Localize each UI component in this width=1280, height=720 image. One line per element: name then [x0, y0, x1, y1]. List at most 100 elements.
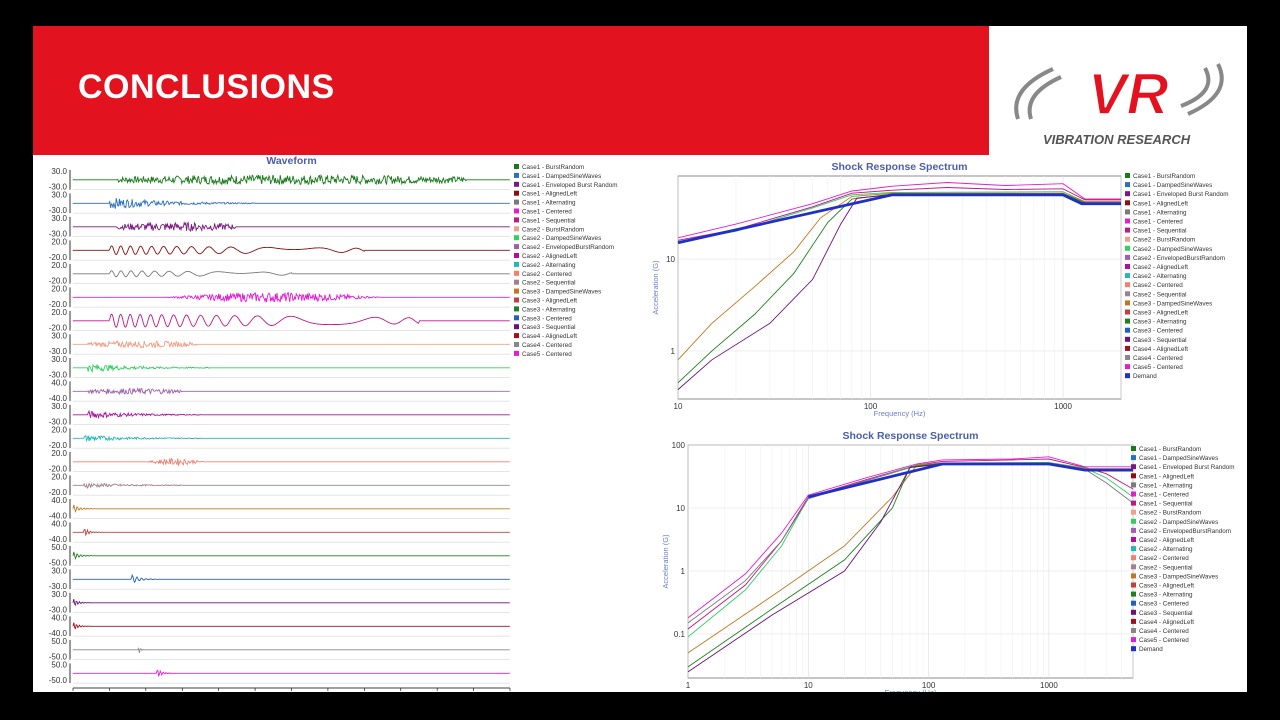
waveform-legend-label: Case1 - Enveloped Burst Random [522, 182, 618, 189]
waveform-legend-swatch [514, 342, 519, 347]
waveform-row-ymax: 20.0 [51, 449, 67, 458]
srs-legend-label: Demand [1133, 373, 1157, 380]
srs-legend-label: Case1 - Enveloped Burst Random [1133, 191, 1229, 198]
waveform-row-ymax: 30.0 [51, 566, 67, 575]
srs-legend-label: Case1 - DampedSineWaves [1133, 182, 1212, 189]
srs-demand-line [677, 193, 1121, 245]
waveform-row-ymin: -30.0 [49, 230, 68, 239]
srs-legend-swatch [1131, 646, 1136, 652]
waveform-legend-swatch [514, 350, 519, 356]
waveform-legend-label: Case5 - Centered [522, 351, 572, 358]
waveform-legend-swatch [514, 164, 519, 169]
waveform-series-line [72, 409, 510, 420]
srs-legend-label: Case1 - DampedSineWaves [1139, 455, 1218, 462]
waveform-legend-swatch [514, 235, 519, 241]
waveform-series-line [72, 457, 510, 467]
srs-legend-swatch [1125, 254, 1130, 260]
srs-legend-label: Case1 - BurstRandom [1133, 173, 1195, 180]
srs-series-line [687, 463, 1133, 673]
waveform-row-ymin: -30.0 [49, 183, 68, 192]
srs-legend-label: Case1 - AlignedLeft [1133, 200, 1188, 207]
srs-y-label: Acceleration (G) [661, 534, 670, 589]
waveform-series-line [72, 551, 510, 560]
srs-legend-label: Case4 - Centered [1133, 355, 1183, 362]
waveform-row-ymin: -30.0 [49, 582, 68, 591]
srs-legend-label: Case2 - Alternating [1133, 273, 1187, 280]
srs-legend-label: Case2 - EnvelopedBurstRandom [1133, 255, 1225, 262]
srs-legend-label: Case1 - Centered [1133, 219, 1183, 226]
waveform-row-ymax: 30.0 [51, 190, 67, 199]
srs-legend-swatch [1125, 291, 1130, 297]
logo-mark: VR [1088, 62, 1169, 127]
waveform-series-line [72, 339, 510, 349]
waveform-series-line [72, 599, 510, 607]
srs-series-line [687, 462, 1133, 654]
srs-legend-swatch [1125, 373, 1130, 379]
srs-legend-swatch [1131, 637, 1136, 643]
srs-x-tick-label: 10 [674, 402, 683, 411]
srs-legend-swatch [1125, 282, 1130, 288]
waveform-row-ymin: -20.0 [49, 300, 68, 309]
waveform-legend-label: Case3 - Sequential [522, 324, 576, 331]
srs-legend-swatch [1131, 518, 1136, 524]
srs-legend-swatch [1125, 245, 1130, 251]
srs-legend-label: Case2 - Alternating [1139, 546, 1193, 553]
waveform-legend-swatch [514, 208, 519, 214]
waveform-row-ymin: -50.0 [49, 653, 68, 662]
srs-title: Shock Response Spectrum [843, 430, 979, 442]
waveform-series-line [72, 221, 510, 233]
srs-legend-swatch [1131, 455, 1136, 461]
srs-legend-swatch [1125, 218, 1130, 224]
srs-legend-label: Demand [1139, 646, 1163, 653]
waveform-series-line [72, 198, 510, 209]
waveform-row-ymin: -40.0 [49, 535, 68, 544]
srs-legend-swatch [1131, 500, 1136, 506]
srs-legend-swatch [1131, 527, 1136, 533]
srs-y-label: Acceleration (G) [651, 260, 660, 315]
waveform-legend-swatch [514, 199, 519, 205]
slide-title: CONCLUSIONS [78, 68, 335, 106]
srs-legend-swatch [1131, 482, 1136, 488]
logo-wave-1 [1014, 67, 1054, 120]
waveform-row-ymax: 40.0 [51, 519, 67, 528]
srs-chart-bottom: Shock Response Spectrum 1 10 100 1000 100 10 1 0… [661, 430, 1235, 692]
srs-legend-swatch [1125, 236, 1130, 242]
waveform-row-ymin: -30.0 [49, 206, 68, 215]
waveform-legend-label: Case2 - AlignedLeft [522, 253, 577, 260]
srs-x-label: Frequency (Hz) [885, 688, 937, 692]
waveform-series-line [72, 647, 510, 653]
srs-legend-swatch [1125, 173, 1130, 178]
srs-legend-label: Case1 - AlignedLeft [1139, 473, 1194, 480]
srs-series-line [687, 462, 1134, 624]
waveform-legend-swatch [514, 253, 519, 258]
waveform-legend-label: Case1 - BurstRandom [522, 164, 584, 171]
srs-legend-label: Case4 - AlignedLeft [1133, 346, 1188, 353]
srs-legend-swatch [1131, 573, 1136, 579]
srs-legend-swatch [1131, 464, 1136, 470]
srs-x-tick-label: 1 [686, 681, 691, 690]
waveform-legend-swatch [514, 306, 519, 312]
srs-legend-swatch [1125, 209, 1130, 215]
srs-legend-swatch [1125, 191, 1130, 197]
srs-legend-label: Case2 - Centered [1133, 282, 1183, 289]
waveform-row-ymin: -40.0 [49, 629, 68, 638]
waveform-legend-swatch [514, 270, 519, 276]
srs-legend-label: Case3 - DampedSineWaves [1133, 300, 1212, 307]
srs-series-line [677, 194, 1121, 390]
waveform-legend-label: Case3 - Centered [522, 315, 572, 322]
srs-legend-label: Case1 - Alternating [1133, 209, 1187, 216]
waveform-legend-swatch [514, 190, 519, 196]
srs-y-tick-label: 1 [671, 347, 676, 356]
srs-legend-swatch [1131, 446, 1136, 451]
waveform-series-line [72, 245, 510, 256]
waveform-legend-label: Case2 - Sequential [522, 280, 576, 287]
srs-legend-label: Case3 - DampedSineWaves [1139, 573, 1218, 580]
waveform-legend-swatch [514, 244, 519, 250]
waveform-row-ymin: -20.0 [49, 324, 68, 333]
srs-legend-label: Case3 - Sequential [1139, 610, 1193, 617]
srs-legend-swatch [1131, 609, 1136, 615]
waveform-row-ymax: 40.0 [51, 496, 67, 505]
srs-legend-swatch [1125, 345, 1130, 351]
waveform-legend-label: Case2 - Alternating [522, 262, 576, 269]
srs-legend-swatch [1131, 491, 1136, 497]
